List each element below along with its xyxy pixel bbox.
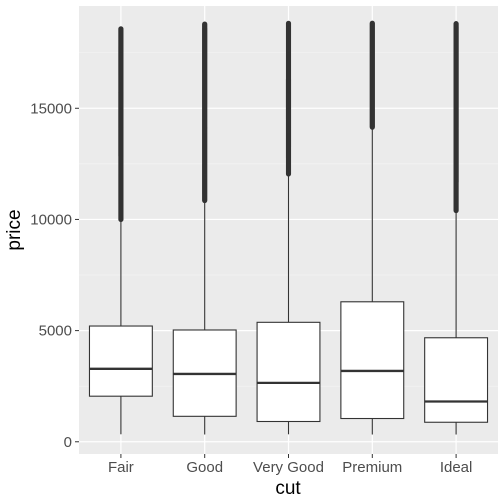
outlier-points	[202, 21, 208, 204]
y-tick-label: 0	[64, 434, 72, 451]
iqr-box	[424, 337, 489, 423]
outlier-point	[285, 20, 292, 26]
box-group	[256, 20, 321, 435]
outlier-point	[118, 26, 124, 32]
outlier-point	[453, 21, 459, 27]
iqr-box	[88, 325, 153, 397]
box-group	[88, 26, 153, 435]
y-axis: 0 5000 10000 15000	[30, 100, 79, 451]
outlier-points	[453, 21, 459, 214]
y-tick-label: 10000	[30, 211, 72, 228]
x-tick-label: Very Good	[253, 459, 324, 476]
box-group	[340, 20, 405, 435]
y-axis-title: price	[4, 209, 25, 250]
y-tick-label: 15000	[30, 100, 72, 117]
x-tick-label: Good	[186, 459, 223, 476]
iqr-box	[256, 321, 321, 423]
iqr-box	[340, 301, 405, 420]
outlier-points	[118, 26, 124, 223]
outlier-point	[369, 20, 375, 26]
x-tick-label: Premium	[342, 459, 402, 476]
boxes-layer	[88, 20, 489, 435]
x-tick-label: Ideal	[440, 459, 473, 476]
outlier-point	[202, 21, 208, 27]
y-tick-label: 5000	[39, 323, 72, 340]
x-axis-title: cut	[275, 478, 301, 499]
outlier-points	[285, 20, 292, 177]
outlier-points	[369, 20, 375, 130]
box-group	[172, 21, 237, 435]
x-tick-label: Fair	[108, 459, 134, 476]
x-axis: Fair Good Very Good Premium Ideal	[108, 454, 472, 476]
box-group	[424, 21, 489, 435]
